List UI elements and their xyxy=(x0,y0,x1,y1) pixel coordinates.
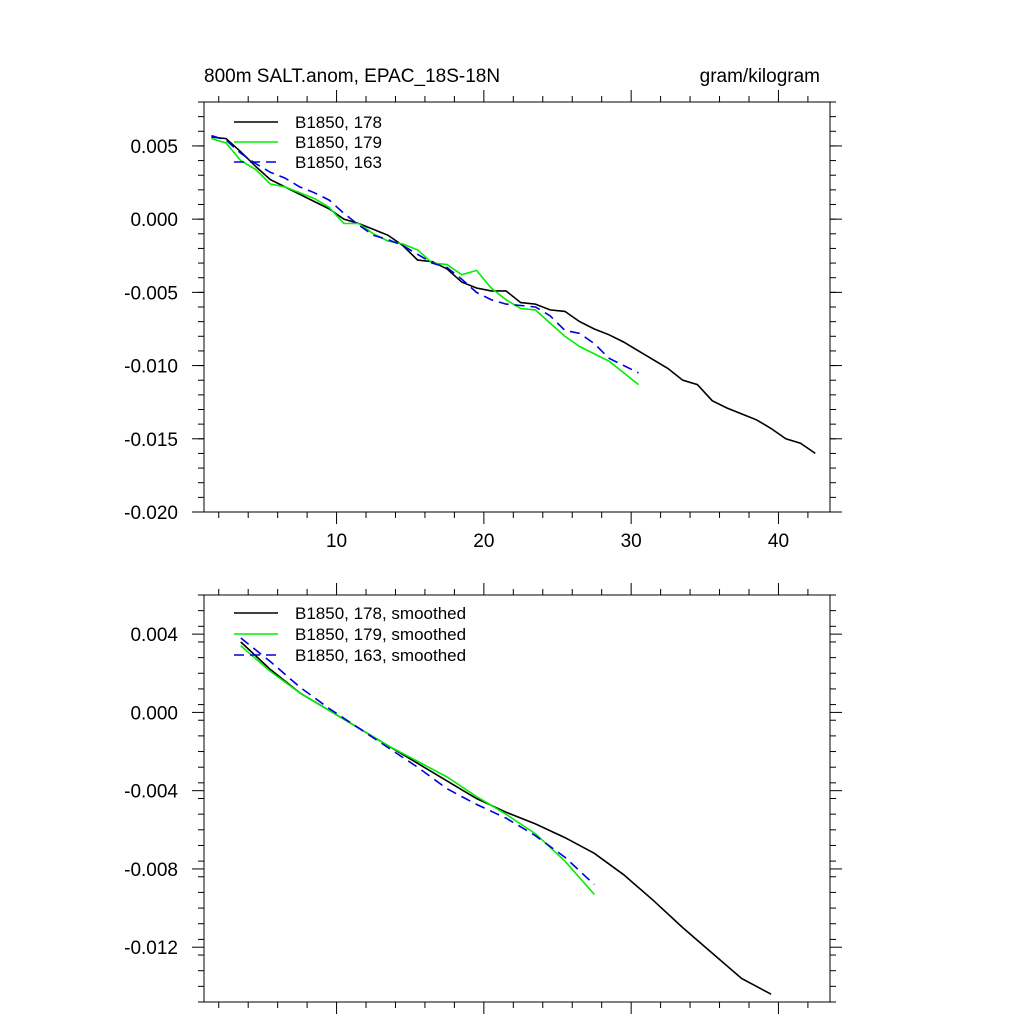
top-x-tick-label: 10 xyxy=(326,531,347,552)
bottom-series-line-3 xyxy=(240,637,595,886)
top-plot-frame xyxy=(203,101,831,513)
top-x-tick-label: 40 xyxy=(768,531,789,552)
top-y-tick-label: -0.015 xyxy=(124,430,178,451)
top-series-line-3 xyxy=(211,134,639,374)
bottom-y-tick-label: 0.004 xyxy=(130,625,178,646)
top-x-tick-label: 20 xyxy=(473,531,494,552)
bottom-y-tick-label: -0.004 xyxy=(124,782,178,803)
bottom-legend-label: B1850, 178, smoothed xyxy=(295,604,466,623)
chart-title: 800m SALT.anom, EPAC_18S-18N xyxy=(204,66,500,87)
bottom-axis-ticks: 0.004 0.000 -0.004 -0.008 -0.012 xyxy=(124,583,842,1014)
bottom-plot-frame xyxy=(203,594,831,1003)
top-x-tick-label: 30 xyxy=(621,531,642,552)
bottom-panel: 0.004 0.000 -0.004 -0.008 -0.012 B1850, 178,… xyxy=(124,583,842,1014)
top-y-tick-label: 0.005 xyxy=(130,137,178,158)
top-legend-label: B1850, 178 xyxy=(295,113,382,132)
top-y-tick-label: -0.005 xyxy=(124,283,178,304)
bottom-y-tick-label: 0.000 xyxy=(130,703,178,724)
top-y-tick-label: -0.020 xyxy=(124,503,178,524)
top-axis-ticks: 10 20 30 40 0.005 0.000 -0.005 -0.010 -0.015 -0.0… xyxy=(124,90,842,552)
top-series-lines xyxy=(211,134,816,455)
top-series-line-2 xyxy=(211,137,639,386)
top-legend-label: B1850, 163 xyxy=(295,153,382,172)
chart-units: gram/kilogram xyxy=(700,66,820,87)
top-y-tick-label: -0.010 xyxy=(124,357,178,378)
bottom-legend-label: B1850, 163, smoothed xyxy=(295,646,466,665)
bottom-series-lines xyxy=(240,637,772,995)
bottom-y-tick-label: -0.012 xyxy=(124,938,178,959)
top-legend-label: B1850, 179 xyxy=(295,133,382,152)
top-y-tick-label: 0.000 xyxy=(130,210,178,231)
top-series-line-1 xyxy=(211,136,816,455)
bottom-series-line-2 xyxy=(240,645,595,895)
bottom-legend-label: B1850, 179, smoothed xyxy=(295,625,466,644)
top-panel: 800m SALT.anom, EPAC_18S-18N gram/kilogr… xyxy=(124,66,842,552)
bottom-y-tick-label: -0.008 xyxy=(124,860,178,881)
bottom-legend: B1850, 178, smoothed B1850, 179, smoothed… xyxy=(234,604,466,665)
